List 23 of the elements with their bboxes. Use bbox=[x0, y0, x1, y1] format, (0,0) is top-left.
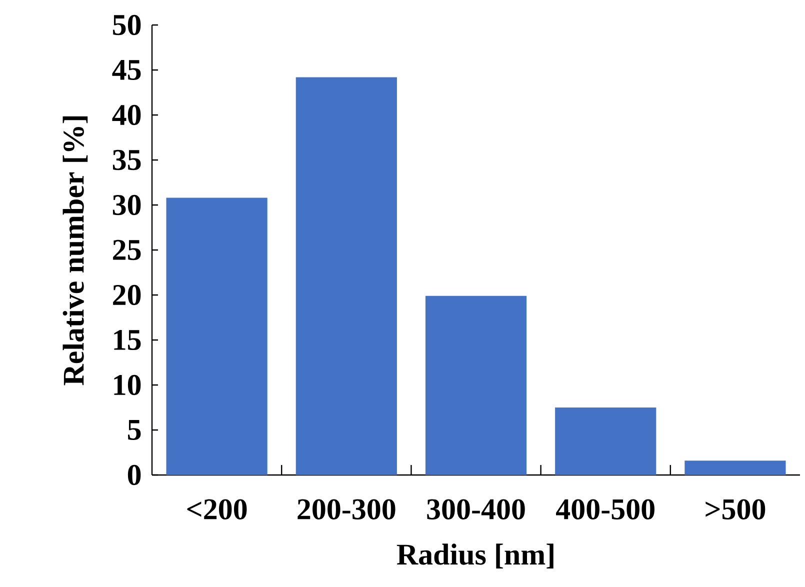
bar bbox=[296, 77, 397, 475]
bar bbox=[555, 408, 656, 475]
y-tick-label: 40 bbox=[112, 104, 141, 126]
y-axis-title: Relative number [%] bbox=[62, 116, 88, 386]
y-tick-label: 15 bbox=[114, 330, 141, 350]
y-tick-label: 0 bbox=[128, 464, 141, 486]
x-axis-title: Radius [nm] bbox=[396, 544, 554, 568]
y-tick-label: 35 bbox=[112, 150, 141, 170]
y-tick-label: 10 bbox=[114, 374, 141, 396]
x-tick-label: >500 bbox=[706, 499, 766, 520]
y-tick-label: 45 bbox=[112, 60, 141, 80]
bar bbox=[166, 198, 268, 475]
bar bbox=[684, 460, 786, 475]
x-tick-label: 200-300 bbox=[298, 499, 396, 520]
y-tick-label: 50 bbox=[113, 14, 141, 36]
y-tick-label: 30 bbox=[112, 194, 141, 216]
y-tick-label: 20 bbox=[113, 284, 141, 306]
x-tick-label: 400-500 bbox=[556, 499, 654, 520]
x-tick-label: 300-400 bbox=[427, 499, 525, 520]
x-tick-label: <200 bbox=[187, 499, 247, 520]
y-tick-label: 25 bbox=[113, 240, 141, 260]
bar bbox=[425, 296, 527, 475]
y-tick-label: 5 bbox=[128, 420, 141, 440]
